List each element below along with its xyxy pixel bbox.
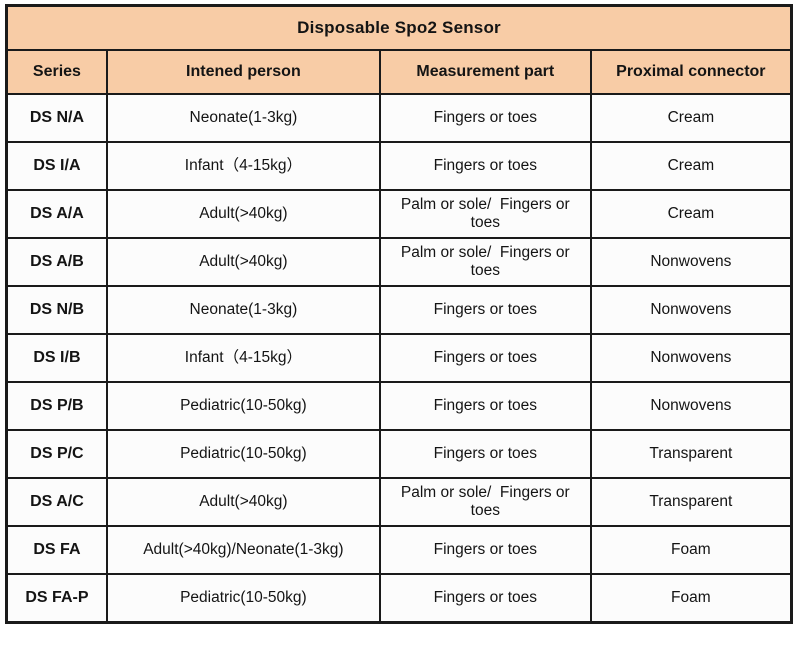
cell-measurement-part: Fingers or toes (378, 93, 592, 143)
cell-measurement-part: Fingers or toes (378, 525, 592, 575)
table-row: DS P/C Pediatric(10-50kg) Fingers or toe… (5, 429, 793, 479)
cell-measurement-part: Fingers or toes (378, 333, 592, 383)
cell-intended-person: Pediatric(10-50kg) (105, 573, 381, 624)
cell-measurement-part: Palm or sole/ Fingers or toes (378, 189, 592, 239)
column-header-series: Series (5, 49, 108, 95)
cell-measurement-part: Palm or sole/ Fingers or toes (378, 237, 592, 287)
cell-proximal-connector: Foam (589, 525, 793, 575)
cell-measurement-part: Fingers or toes (378, 573, 592, 624)
cell-measurement-part: Fingers or toes (378, 429, 592, 479)
table-row: DS N/A Neonate(1-3kg) Fingers or toes Cr… (5, 93, 793, 143)
table-row: DS A/B Adult(>40kg) Palm or sole/ Finger… (5, 237, 793, 287)
column-header-intended-person: Intened person (105, 49, 381, 95)
cell-intended-person: Neonate(1-3kg) (105, 285, 381, 335)
table-row: DS A/A Adult(>40kg) Palm or sole/ Finger… (5, 189, 793, 239)
cell-series: DS A/C (5, 477, 108, 527)
cell-series: DS FA-P (5, 573, 108, 624)
cell-series: DS FA (5, 525, 108, 575)
table-row: DS A/C Adult(>40kg) Palm or sole/ Finger… (5, 477, 793, 527)
cell-proximal-connector: Cream (589, 189, 793, 239)
cell-intended-person: Adult(>40kg) (105, 477, 381, 527)
cell-intended-person: Adult(>40kg) (105, 237, 381, 287)
table-title-row: Disposable Spo2 Sensor (5, 4, 793, 51)
cell-series: DS N/B (5, 285, 108, 335)
cell-series: DS I/B (5, 333, 108, 383)
cell-series: DS P/C (5, 429, 108, 479)
cell-proximal-connector: Nonwovens (589, 333, 793, 383)
table-row: DS P/B Pediatric(10-50kg) Fingers or toe… (5, 381, 793, 431)
cell-series: DS A/A (5, 189, 108, 239)
table-row: DS FA Adult(>40kg)/Neonate(1-3kg) Finger… (5, 525, 793, 575)
cell-proximal-connector: Nonwovens (589, 381, 793, 431)
spo2-sensor-table: Disposable Spo2 Sensor Series Intened pe… (5, 4, 793, 624)
cell-intended-person: Adult(>40kg) (105, 189, 381, 239)
column-header-proximal-connector: Proximal connector (589, 49, 793, 95)
table-title: Disposable Spo2 Sensor (5, 4, 793, 51)
cell-series: DS N/A (5, 93, 108, 143)
cell-intended-person: Infant（4-15kg） (105, 333, 381, 383)
table-row: DS N/B Neonate(1-3kg) Fingers or toes No… (5, 285, 793, 335)
cell-proximal-connector: Nonwovens (589, 237, 793, 287)
cell-proximal-connector: Transparent (589, 429, 793, 479)
cell-proximal-connector: Nonwovens (589, 285, 793, 335)
cell-proximal-connector: Foam (589, 573, 793, 624)
table-row: DS I/A Infant（4-15kg） Fingers or toes Cr… (5, 141, 793, 191)
cell-measurement-part: Fingers or toes (378, 285, 592, 335)
cell-intended-person: Infant（4-15kg） (105, 141, 381, 191)
cell-measurement-part: Fingers or toes (378, 381, 592, 431)
cell-series: DS P/B (5, 381, 108, 431)
cell-series: DS A/B (5, 237, 108, 287)
cell-proximal-connector: Transparent (589, 477, 793, 527)
cell-intended-person: Pediatric(10-50kg) (105, 381, 381, 431)
cell-proximal-connector: Cream (589, 93, 793, 143)
column-header-measurement-part: Measurement part (378, 49, 592, 95)
cell-intended-person: Neonate(1-3kg) (105, 93, 381, 143)
cell-measurement-part: Palm or sole/ Fingers or toes (378, 477, 592, 527)
table-row: DS FA-P Pediatric(10-50kg) Fingers or to… (5, 573, 793, 624)
column-header-row: Series Intened person Measurement part P… (5, 49, 793, 95)
cell-measurement-part: Fingers or toes (378, 141, 592, 191)
cell-series: DS I/A (5, 141, 108, 191)
table-row: DS I/B Infant（4-15kg） Fingers or toes No… (5, 333, 793, 383)
cell-proximal-connector: Cream (589, 141, 793, 191)
cell-intended-person: Pediatric(10-50kg) (105, 429, 381, 479)
cell-intended-person: Adult(>40kg)/Neonate(1-3kg) (105, 525, 381, 575)
